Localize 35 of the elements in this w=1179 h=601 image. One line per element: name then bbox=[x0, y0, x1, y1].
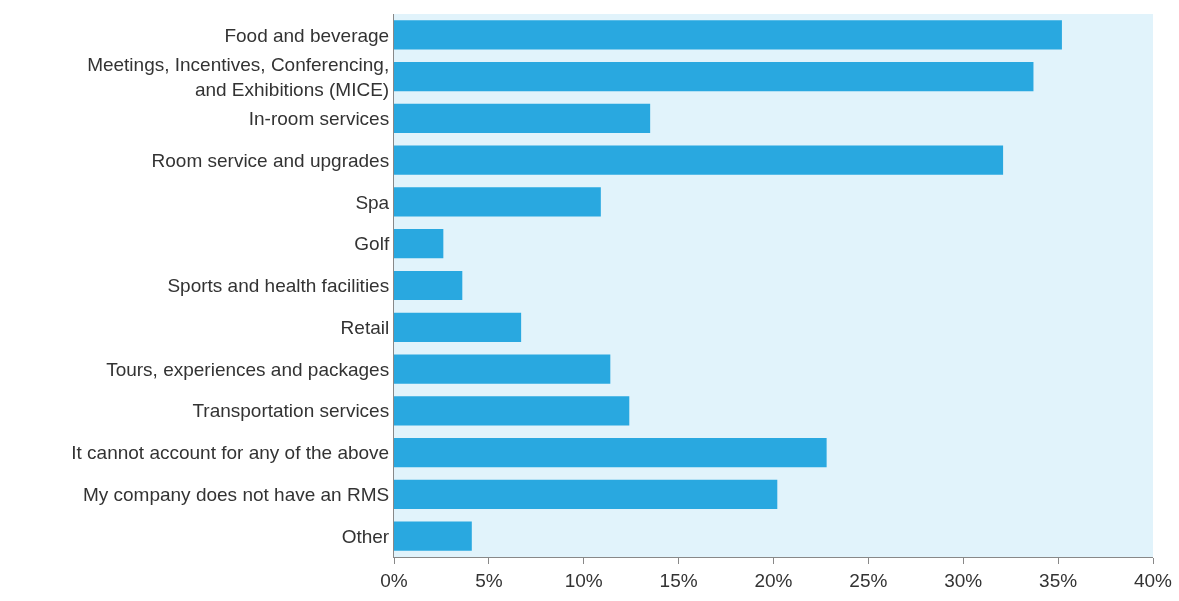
y-tick-label: Retail bbox=[340, 316, 390, 338]
bar bbox=[394, 62, 1034, 92]
y-tick-label: My company does not have an RMS bbox=[82, 484, 390, 505]
y-tick-label: Transportation services bbox=[192, 400, 390, 422]
bar bbox=[394, 103, 651, 134]
bar bbox=[394, 354, 611, 384]
x-tick-label: 0% bbox=[380, 569, 408, 591]
y-tick-label: In-room services bbox=[248, 108, 390, 130]
x-tick-label: 15% bbox=[659, 569, 698, 591]
y-tick-label: Other bbox=[341, 525, 390, 547]
x-tick-label: 40% bbox=[1133, 569, 1173, 591]
x-tick-label: 20% bbox=[754, 569, 793, 591]
bar bbox=[394, 396, 630, 426]
x-tick-label: 10% bbox=[564, 569, 603, 591]
y-tick-label: Sports and health facilities bbox=[167, 275, 390, 297]
bar bbox=[394, 229, 444, 259]
bar bbox=[394, 145, 1004, 175]
y-tick-label: It cannot account for any of the above bbox=[71, 442, 390, 464]
bar bbox=[394, 20, 1062, 50]
x-tick-label: 30% bbox=[944, 569, 983, 591]
y-tick-label: Food and beverage bbox=[224, 24, 390, 46]
y-tick-label: Meetings, Incentives, Conferencing, and Exhibitions (MICE) bbox=[87, 53, 390, 100]
x-tick-label: 5% bbox=[475, 569, 503, 591]
bar bbox=[394, 312, 522, 342]
y-tick-label: Room service and upgrades bbox=[151, 149, 390, 171]
bar bbox=[394, 479, 778, 509]
bar bbox=[394, 187, 601, 217]
y-tick-label: Spa bbox=[355, 191, 390, 213]
y-tick-label: Golf bbox=[354, 233, 390, 255]
bar bbox=[394, 521, 472, 551]
y-tick-label: Tours, experiences and packages bbox=[106, 358, 390, 380]
bar bbox=[394, 437, 827, 468]
x-tick-label: 35% bbox=[1039, 569, 1078, 591]
x-tick-label: 25% bbox=[849, 569, 888, 591]
bar bbox=[394, 270, 463, 301]
